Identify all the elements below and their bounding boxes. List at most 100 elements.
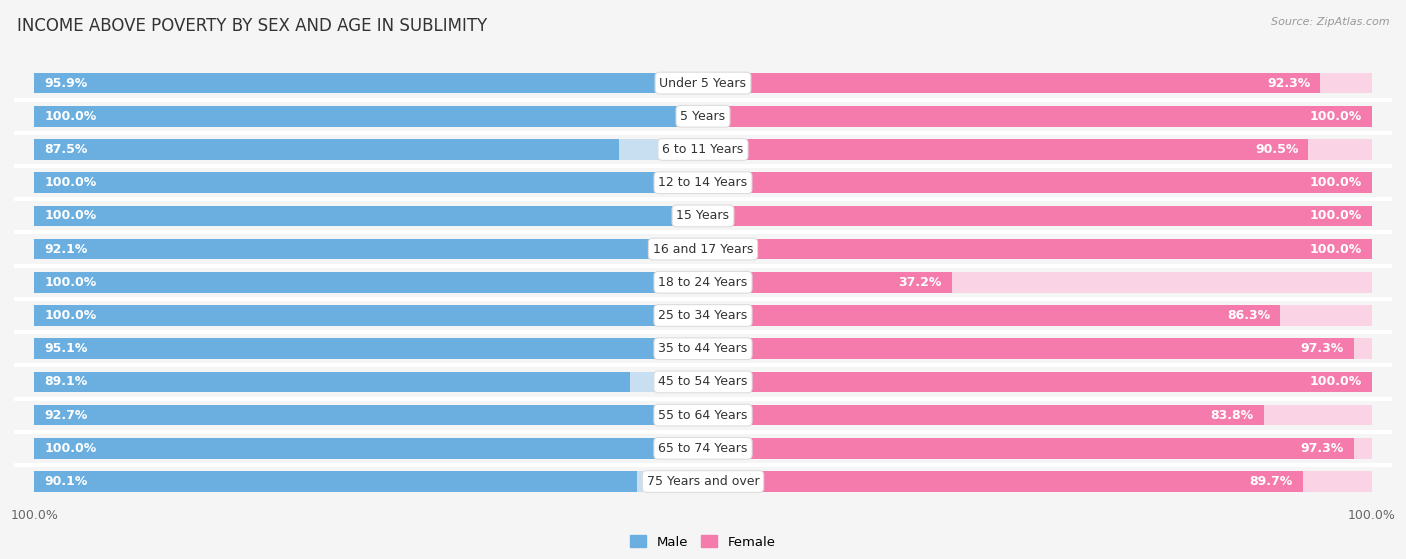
Text: INCOME ABOVE POVERTY BY SEX AND AGE IN SUBLIMITY: INCOME ABOVE POVERTY BY SEX AND AGE IN S… (17, 17, 486, 35)
Text: 37.2%: 37.2% (898, 276, 942, 289)
Text: Source: ZipAtlas.com: Source: ZipAtlas.com (1271, 17, 1389, 27)
Bar (34, 172, 703, 193)
Bar (34, 405, 654, 425)
Bar (34, 305, 703, 326)
Text: 92.7%: 92.7% (44, 409, 87, 421)
Text: 16 and 17 Years: 16 and 17 Years (652, 243, 754, 255)
Bar (34, 206, 703, 226)
Bar (703, 405, 1372, 425)
Bar (703, 438, 1354, 458)
Bar (34, 73, 675, 93)
Bar (703, 405, 1264, 425)
Bar (34, 305, 703, 326)
Text: 18 to 24 Years: 18 to 24 Years (658, 276, 748, 289)
Text: 65 to 74 Years: 65 to 74 Years (658, 442, 748, 455)
Bar (34, 372, 1372, 392)
Bar (34, 438, 1372, 458)
Bar (703, 239, 1372, 259)
Text: 12 to 14 Years: 12 to 14 Years (658, 176, 748, 189)
Text: 83.8%: 83.8% (1211, 409, 1254, 421)
Bar (703, 106, 1372, 126)
Bar (703, 305, 1281, 326)
Bar (703, 438, 1372, 458)
Text: 45 to 54 Years: 45 to 54 Years (658, 376, 748, 389)
Bar (703, 172, 1372, 193)
Bar (34, 73, 1372, 93)
Bar (34, 106, 1372, 126)
Legend: Male, Female: Male, Female (626, 530, 780, 554)
Text: 100.0%: 100.0% (44, 309, 97, 322)
Bar (34, 272, 703, 292)
Bar (34, 405, 703, 425)
Text: 87.5%: 87.5% (44, 143, 87, 156)
Text: 100.0%: 100.0% (1309, 210, 1362, 222)
Text: 100.0%: 100.0% (44, 210, 97, 222)
Bar (703, 305, 1372, 326)
Text: 86.3%: 86.3% (1227, 309, 1270, 322)
Bar (703, 239, 1372, 259)
Bar (703, 106, 1372, 126)
Bar (34, 106, 703, 126)
Bar (703, 206, 1372, 226)
Bar (703, 139, 1309, 160)
Bar (34, 338, 1372, 359)
Text: 100.0%: 100.0% (1309, 176, 1362, 189)
Text: 97.3%: 97.3% (1301, 342, 1344, 355)
Bar (703, 272, 1372, 292)
Text: 90.5%: 90.5% (1256, 143, 1298, 156)
Text: 92.1%: 92.1% (44, 243, 87, 255)
Bar (703, 172, 1372, 193)
Bar (34, 106, 703, 126)
Bar (34, 239, 703, 259)
Bar (34, 272, 703, 292)
Bar (34, 471, 637, 492)
Text: 15 Years: 15 Years (676, 210, 730, 222)
Bar (34, 172, 1372, 193)
Bar (703, 139, 1372, 160)
Bar (34, 338, 671, 359)
Bar (34, 239, 1372, 259)
Text: 100.0%: 100.0% (1309, 376, 1362, 389)
Bar (34, 172, 703, 193)
Bar (34, 305, 1372, 326)
Bar (703, 272, 952, 292)
Bar (34, 139, 620, 160)
Bar (703, 338, 1372, 359)
Text: 55 to 64 Years: 55 to 64 Years (658, 409, 748, 421)
Text: 89.7%: 89.7% (1250, 475, 1294, 488)
Text: 25 to 34 Years: 25 to 34 Years (658, 309, 748, 322)
Text: 35 to 44 Years: 35 to 44 Years (658, 342, 748, 355)
Bar (34, 239, 650, 259)
Text: 5 Years: 5 Years (681, 110, 725, 123)
Text: 100.0%: 100.0% (44, 110, 97, 123)
Bar (34, 372, 630, 392)
Bar (34, 471, 703, 492)
Bar (34, 372, 703, 392)
Text: Under 5 Years: Under 5 Years (659, 77, 747, 89)
Bar (703, 471, 1303, 492)
Text: 100.0%: 100.0% (1309, 110, 1362, 123)
Text: 90.1%: 90.1% (44, 475, 87, 488)
Bar (703, 471, 1372, 492)
Bar (34, 206, 1372, 226)
Text: 6 to 11 Years: 6 to 11 Years (662, 143, 744, 156)
Bar (34, 139, 703, 160)
Text: 100.0%: 100.0% (44, 176, 97, 189)
Bar (703, 206, 1372, 226)
Bar (703, 372, 1372, 392)
Bar (703, 73, 1320, 93)
Bar (703, 338, 1354, 359)
Bar (34, 73, 703, 93)
Text: 97.3%: 97.3% (1301, 442, 1344, 455)
Bar (34, 139, 1372, 160)
Bar (34, 405, 1372, 425)
Bar (34, 471, 1372, 492)
Bar (34, 206, 703, 226)
Text: 92.3%: 92.3% (1267, 77, 1310, 89)
Text: 100.0%: 100.0% (1309, 243, 1362, 255)
Bar (703, 73, 1372, 93)
Text: 75 Years and over: 75 Years and over (647, 475, 759, 488)
Bar (34, 272, 1372, 292)
Text: 89.1%: 89.1% (44, 376, 87, 389)
Bar (703, 372, 1372, 392)
